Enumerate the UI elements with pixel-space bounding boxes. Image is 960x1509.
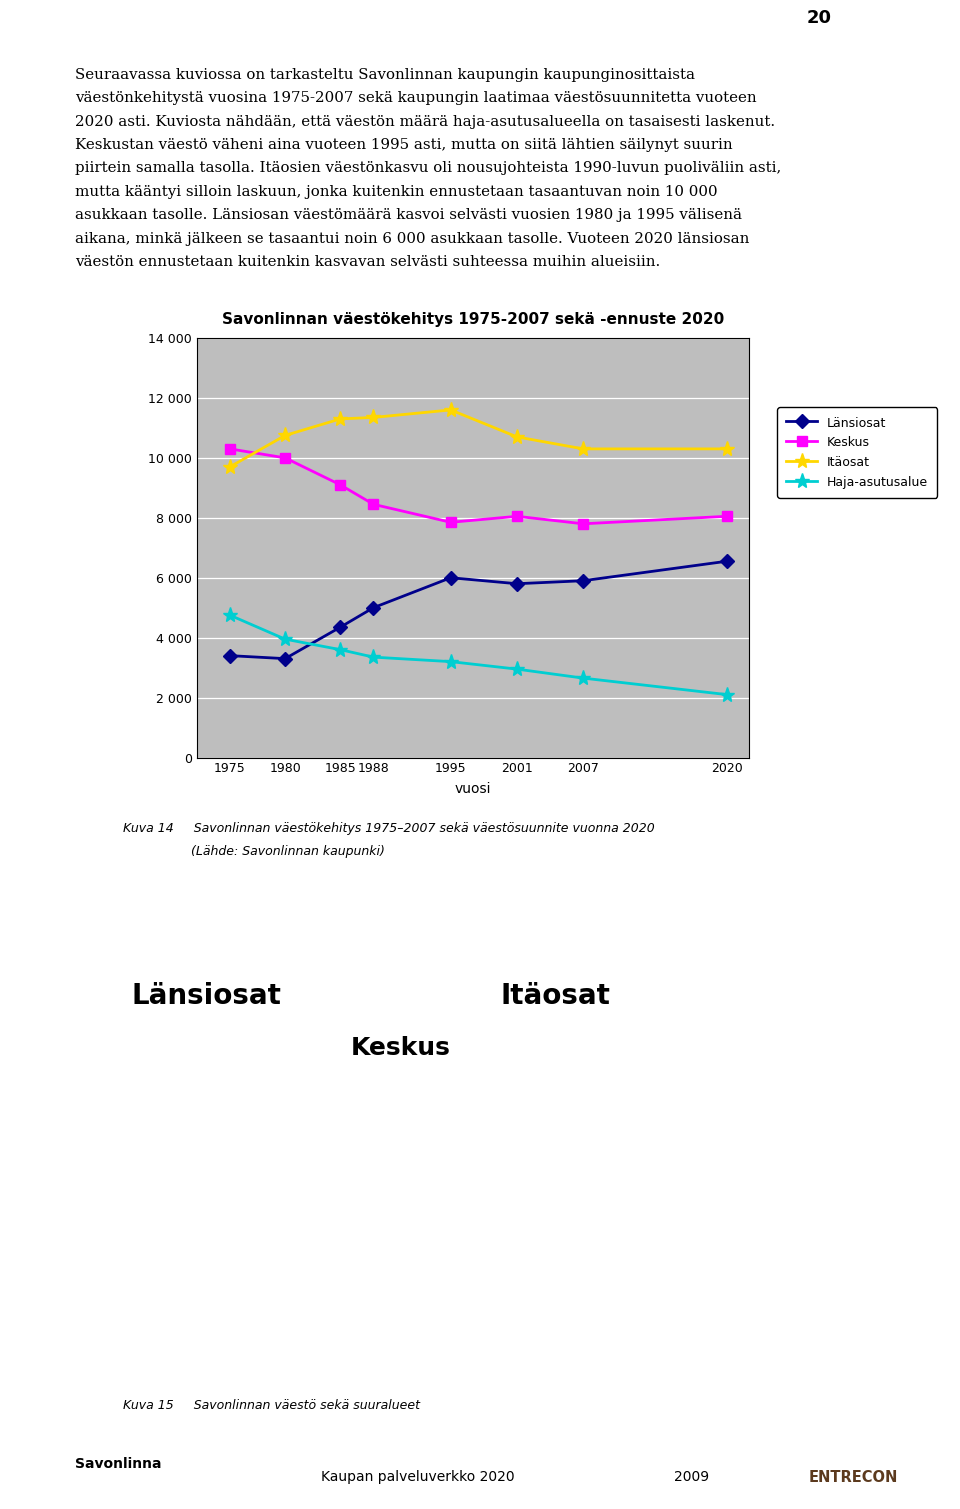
Text: ENTRECON: ENTRECON: [808, 1470, 898, 1485]
X-axis label: vuosi: vuosi: [454, 782, 492, 797]
Text: piirtein samalla tasolla. Itäosien väestönkasvu oli nousujohteista 1990-luvun pu: piirtein samalla tasolla. Itäosien väest…: [75, 161, 781, 175]
Text: 2009: 2009: [674, 1470, 708, 1485]
Text: Kuva 15     Savonlinnan väestö sekä suuralueet: Kuva 15 Savonlinnan väestö sekä suuralue…: [123, 1399, 420, 1412]
Text: Savonlinna: Savonlinna: [75, 1456, 161, 1471]
Text: väestönkehitystä vuosina 1975-2007 sekä kaupungin laatimaa väestösuunnitetta vuo: väestönkehitystä vuosina 1975-2007 sekä …: [75, 91, 756, 106]
Text: 20: 20: [806, 9, 831, 27]
Text: Kaupan palveluverkko 2020: Kaupan palveluverkko 2020: [321, 1470, 515, 1485]
Text: (Lähde: Savonlinnan kaupunki): (Lähde: Savonlinnan kaupunki): [123, 845, 385, 859]
Text: Keskustan väestö väheni aina vuoteen 1995 asti, mutta on siitä lähtien säilynyt : Keskustan väestö väheni aina vuoteen 199…: [75, 139, 732, 152]
Text: Itäosat: Itäosat: [501, 982, 611, 1010]
Legend: Länsiosat, Keskus, Itäosat, Haja-asutusalue: Länsiosat, Keskus, Itäosat, Haja-asutusa…: [778, 407, 937, 498]
Text: 2020 asti. Kuviosta nähdään, että väestön määrä haja-asutusalueella on tasaisest: 2020 asti. Kuviosta nähdään, että väestö…: [75, 115, 775, 128]
Text: Kuva 14     Savonlinnan väestökehitys 1975–2007 sekä väestösuunnite vuonna 2020: Kuva 14 Savonlinnan väestökehitys 1975–2…: [123, 822, 655, 836]
Text: aikana, minkä jälkeen se tasaantui noin 6 000 asukkaan tasolle. Vuoteen 2020 län: aikana, minkä jälkeen se tasaantui noin …: [75, 232, 749, 246]
Title: Savonlinnan väestökehitys 1975-2007 sekä -ennuste 2020: Savonlinnan väestökehitys 1975-2007 sekä…: [222, 312, 724, 327]
Text: väestön ennustetaan kuitenkin kasvavan selvästi suhteessa muihin alueisiin.: väestön ennustetaan kuitenkin kasvavan s…: [75, 255, 660, 269]
Text: Keskus: Keskus: [350, 1037, 450, 1061]
Text: asukkaan tasolle. Länsiosan väestömäärä kasvoi selvästi vuosien 1980 ja 1995 väl: asukkaan tasolle. Länsiosan väestömäärä …: [75, 208, 742, 222]
Text: mutta kääntyi silloin laskuun, jonka kuitenkin ennustetaan tasaantuvan noin 10 0: mutta kääntyi silloin laskuun, jonka kui…: [75, 186, 717, 199]
Text: Seuraavassa kuviossa on tarkasteltu Savonlinnan kaupungin kaupunginosittaista: Seuraavassa kuviossa on tarkasteltu Savo…: [75, 68, 695, 81]
Text: Länsiosat: Länsiosat: [132, 982, 281, 1010]
